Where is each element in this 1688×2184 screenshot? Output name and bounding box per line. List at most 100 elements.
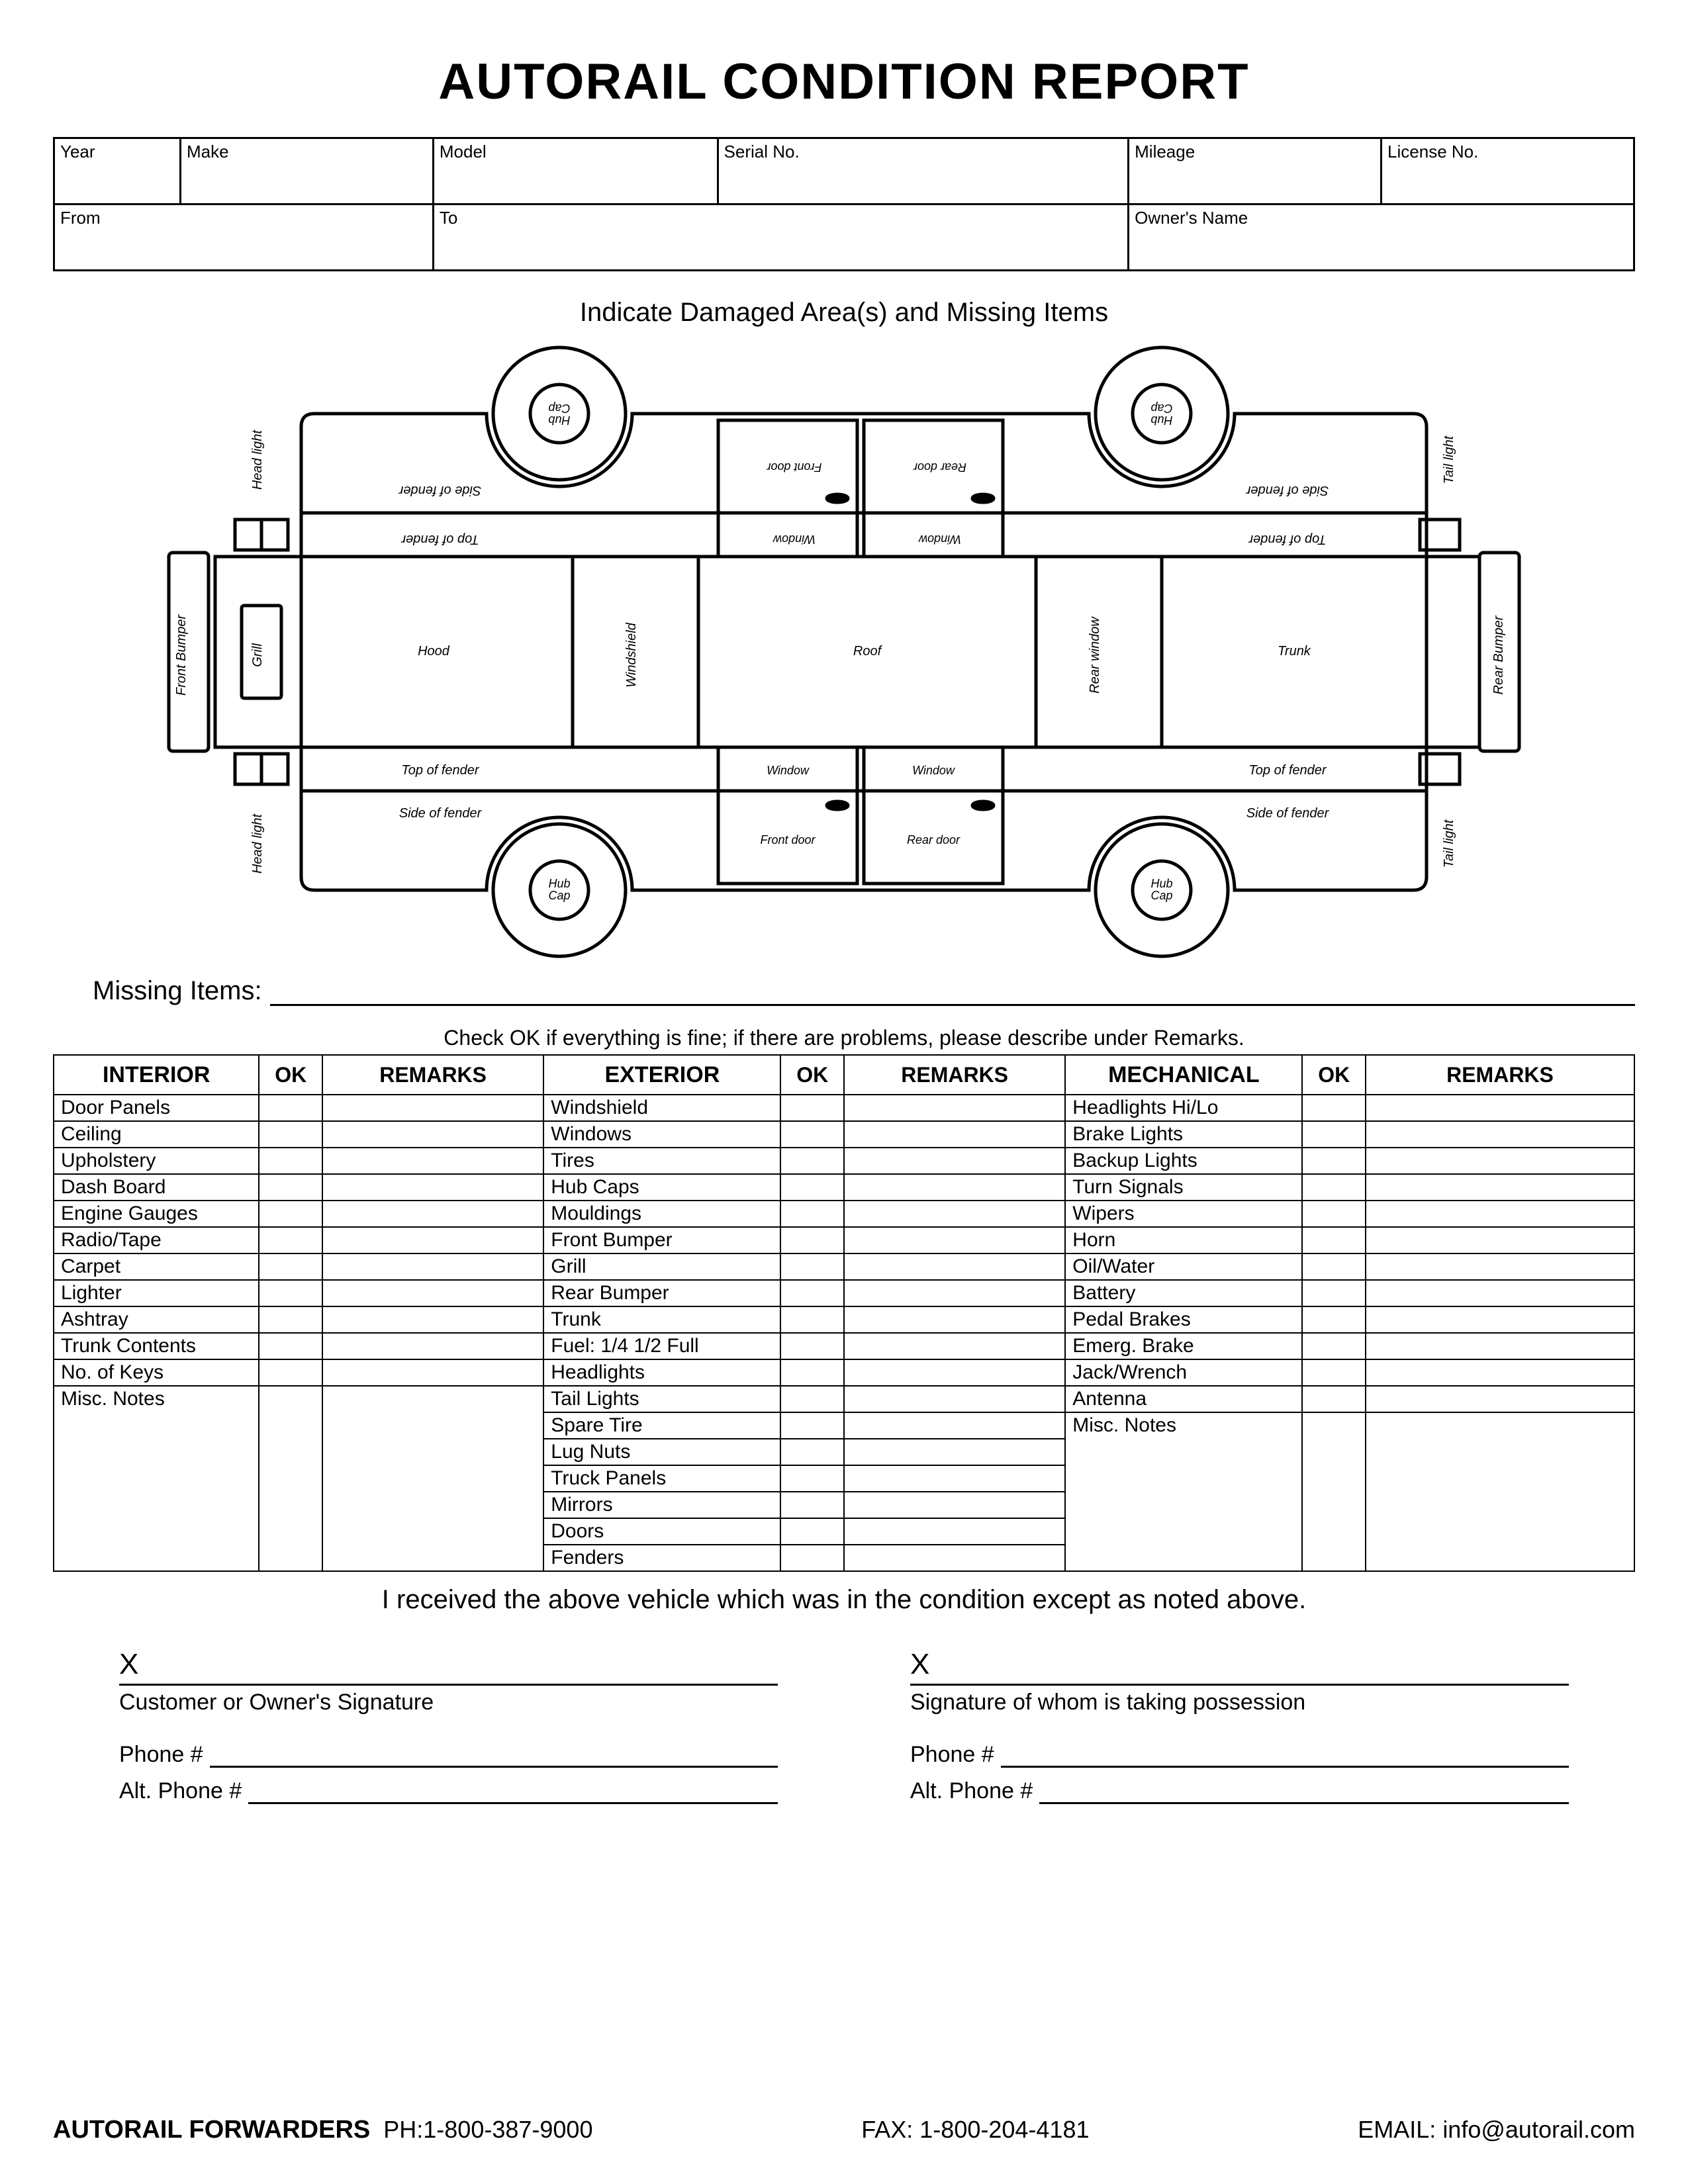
exterior-remarks[interactable] — [844, 1359, 1065, 1386]
mechanical-remarks[interactable] — [1366, 1333, 1634, 1359]
mechanical-ok[interactable] — [1302, 1306, 1366, 1333]
mechanical-remarks[interactable] — [1366, 1386, 1634, 1412]
phone-input-2[interactable] — [1001, 1766, 1569, 1768]
interior-ok[interactable] — [259, 1333, 322, 1359]
interior-ok[interactable] — [259, 1148, 322, 1174]
field-to[interactable]: To — [433, 205, 1128, 271]
interior-remarks[interactable] — [322, 1148, 543, 1174]
mechanical-remarks[interactable] — [1366, 1148, 1634, 1174]
exterior-ok[interactable] — [780, 1095, 844, 1121]
mechanical-ok[interactable] — [1302, 1174, 1366, 1201]
field-make[interactable]: Make — [180, 138, 433, 205]
mechanical-ok[interactable] — [1302, 1227, 1366, 1253]
exterior-remarks[interactable] — [844, 1201, 1065, 1227]
mechanical-ok[interactable] — [1302, 1148, 1366, 1174]
interior-ok[interactable] — [259, 1174, 322, 1201]
interior-remarks[interactable] — [322, 1201, 543, 1227]
interior-ok[interactable] — [259, 1306, 322, 1333]
interior-remarks[interactable] — [322, 1253, 543, 1280]
interior-ok[interactable] — [259, 1253, 322, 1280]
exterior-ok[interactable] — [780, 1386, 844, 1412]
interior-ok[interactable] — [259, 1386, 322, 1571]
mechanical-ok[interactable] — [1302, 1333, 1366, 1359]
mechanical-ok[interactable] — [1302, 1359, 1366, 1386]
mechanical-remarks[interactable] — [1366, 1253, 1634, 1280]
mechanical-remarks[interactable] — [1366, 1280, 1634, 1306]
field-serial[interactable]: Serial No. — [718, 138, 1129, 205]
interior-ok[interactable] — [259, 1227, 322, 1253]
field-model[interactable]: Model — [433, 138, 718, 205]
field-owner[interactable]: Owner's Name — [1129, 205, 1634, 271]
exterior-remarks[interactable] — [844, 1148, 1065, 1174]
exterior-ok[interactable] — [780, 1148, 844, 1174]
sig-x-customer[interactable]: X — [119, 1648, 778, 1686]
exterior-ok[interactable] — [780, 1518, 844, 1545]
interior-ok[interactable] — [259, 1280, 322, 1306]
exterior-remarks[interactable] — [844, 1545, 1065, 1571]
mechanical-ok[interactable] — [1302, 1386, 1366, 1412]
mechanical-remarks[interactable] — [1366, 1174, 1634, 1201]
exterior-ok[interactable] — [780, 1545, 844, 1571]
interior-remarks[interactable] — [322, 1359, 543, 1386]
mechanical-remarks[interactable] — [1366, 1121, 1634, 1148]
exterior-ok[interactable] — [780, 1333, 844, 1359]
exterior-remarks[interactable] — [844, 1121, 1065, 1148]
interior-remarks[interactable] — [322, 1095, 543, 1121]
exterior-remarks[interactable] — [844, 1280, 1065, 1306]
exterior-ok[interactable] — [780, 1253, 844, 1280]
field-license[interactable]: License No. — [1382, 138, 1634, 205]
field-mileage[interactable]: Mileage — [1129, 138, 1382, 205]
exterior-remarks[interactable] — [844, 1333, 1065, 1359]
exterior-ok[interactable] — [780, 1201, 844, 1227]
phone-input-1[interactable] — [210, 1766, 778, 1768]
mechanical-remarks[interactable] — [1366, 1306, 1634, 1333]
mechanical-ok[interactable] — [1302, 1253, 1366, 1280]
interior-ok[interactable] — [259, 1121, 322, 1148]
exterior-ok[interactable] — [780, 1359, 844, 1386]
exterior-ok[interactable] — [780, 1412, 844, 1439]
exterior-remarks[interactable] — [844, 1518, 1065, 1545]
exterior-remarks[interactable] — [844, 1412, 1065, 1439]
mechanical-remarks[interactable] — [1366, 1359, 1634, 1386]
field-year[interactable]: Year — [54, 138, 181, 205]
field-from[interactable]: From — [54, 205, 434, 271]
interior-remarks[interactable] — [322, 1333, 543, 1359]
exterior-remarks[interactable] — [844, 1174, 1065, 1201]
interior-ok[interactable] — [259, 1359, 322, 1386]
exterior-remarks[interactable] — [844, 1386, 1065, 1412]
interior-remarks[interactable] — [322, 1386, 543, 1571]
exterior-remarks[interactable] — [844, 1465, 1065, 1492]
exterior-ok[interactable] — [780, 1306, 844, 1333]
sig-x-possession[interactable]: X — [910, 1648, 1569, 1686]
mechanical-remarks[interactable] — [1366, 1227, 1634, 1253]
mechanical-ok[interactable] — [1302, 1121, 1366, 1148]
exterior-ok[interactable] — [780, 1121, 844, 1148]
interior-remarks[interactable] — [322, 1121, 543, 1148]
exterior-ok[interactable] — [780, 1492, 844, 1518]
exterior-ok[interactable] — [780, 1439, 844, 1465]
altphone-input-1[interactable] — [248, 1802, 778, 1804]
interior-remarks[interactable] — [322, 1280, 543, 1306]
exterior-remarks[interactable] — [844, 1095, 1065, 1121]
mechanical-ok[interactable] — [1302, 1412, 1366, 1571]
interior-ok[interactable] — [259, 1095, 322, 1121]
exterior-remarks[interactable] — [844, 1227, 1065, 1253]
exterior-remarks[interactable] — [844, 1253, 1065, 1280]
interior-remarks[interactable] — [322, 1174, 543, 1201]
missing-items-input[interactable] — [270, 1004, 1635, 1006]
interior-remarks[interactable] — [322, 1306, 543, 1333]
exterior-remarks[interactable] — [844, 1439, 1065, 1465]
mechanical-ok[interactable] — [1302, 1201, 1366, 1227]
altphone-input-2[interactable] — [1039, 1802, 1569, 1804]
mechanical-remarks[interactable] — [1366, 1095, 1634, 1121]
mechanical-ok[interactable] — [1302, 1095, 1366, 1121]
exterior-ok[interactable] — [780, 1174, 844, 1201]
mechanical-ok[interactable] — [1302, 1280, 1366, 1306]
interior-ok[interactable] — [259, 1201, 322, 1227]
exterior-remarks[interactable] — [844, 1306, 1065, 1333]
exterior-ok[interactable] — [780, 1465, 844, 1492]
exterior-ok[interactable] — [780, 1227, 844, 1253]
interior-remarks[interactable] — [322, 1227, 543, 1253]
exterior-remarks[interactable] — [844, 1492, 1065, 1518]
mechanical-remarks[interactable] — [1366, 1201, 1634, 1227]
